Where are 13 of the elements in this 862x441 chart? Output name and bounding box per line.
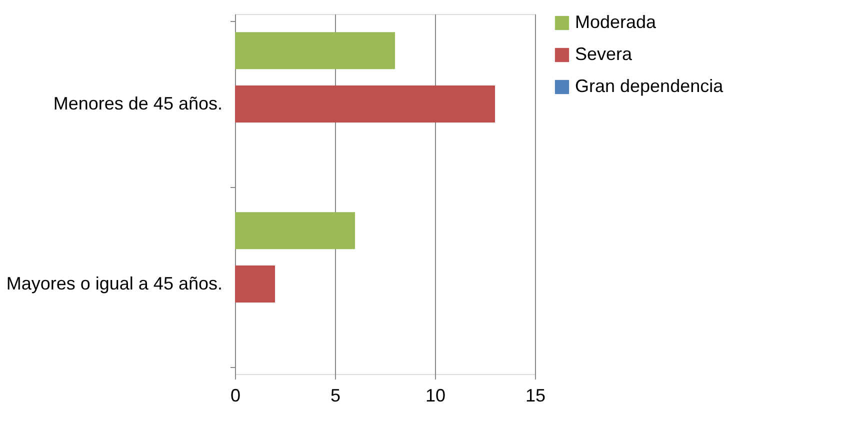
legend-label: Gran dependencia: [575, 76, 724, 96]
bar: [235, 266, 275, 302]
bar: [235, 32, 395, 70]
y-tick-label: Menores de 45 años.: [53, 94, 222, 114]
legend-label: Severa: [575, 44, 634, 64]
x-tick-label: 5: [330, 386, 341, 406]
bar: [235, 86, 495, 122]
x-tick-label: 15: [525, 386, 546, 406]
x-tick-label: 10: [425, 386, 446, 406]
y-tick-label: Mayores o igual a 45 años.: [6, 274, 222, 294]
legend-label: Moderada: [575, 12, 658, 32]
bar: [235, 212, 355, 250]
x-tick-label: 0: [230, 386, 241, 406]
